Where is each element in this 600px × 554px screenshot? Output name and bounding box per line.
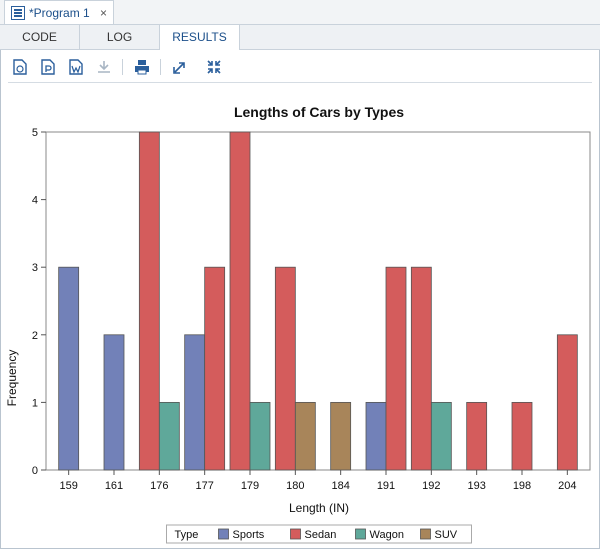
legend-swatch (218, 528, 229, 540)
y-tick-label: 5 (32, 127, 38, 139)
program-tab[interactable]: *Program 1 × (4, 0, 114, 24)
legend-label: SUV (435, 529, 458, 541)
x-tick-label: 180 (286, 480, 304, 492)
bar-wagon (158, 401, 180, 471)
results-toolbar (0, 50, 600, 84)
bar-chart: Lengths of Cars by Types Frequency Lengt… (0, 90, 600, 549)
tab-results[interactable]: RESULTS (160, 25, 240, 50)
y-axis-label: Frequency (5, 350, 19, 407)
legend-swatch (420, 528, 431, 540)
view-tabs: CODE LOG RESULTS (0, 25, 600, 50)
bar-sedan (138, 131, 160, 471)
bar-wagon (249, 401, 271, 471)
x-tick-label: 192 (422, 480, 440, 492)
legend-title: Type (175, 529, 199, 541)
chart-canvas: Lengths of Cars by Types Frequency Lengt… (5, 104, 591, 544)
bar-sedan (229, 131, 251, 471)
x-tick-label: 159 (59, 480, 77, 492)
bar-sedan (511, 401, 533, 471)
plot-frame (45, 131, 591, 471)
legend-box (166, 524, 472, 544)
legend-label: Sedan (305, 529, 337, 541)
tab-log[interactable]: LOG (80, 25, 160, 49)
bar-suv (294, 401, 316, 471)
legend-label: Sports (233, 529, 265, 541)
html-download-icon[interactable] (12, 59, 28, 75)
x-tick-label: 161 (105, 480, 123, 492)
x-tick-label: 193 (467, 480, 485, 492)
bar-sedan (204, 266, 226, 471)
bar-sedan (385, 266, 407, 471)
x-tick-label: 184 (331, 480, 349, 492)
bar-wagon (430, 401, 452, 471)
y-tick-label: 0 (32, 465, 38, 477)
legend: Type Sports Sedan Wagon SUV (166, 524, 472, 544)
legend-label: Wagon (370, 529, 404, 541)
open-in-new-window-icon[interactable] (172, 59, 188, 75)
toolbar-divider (8, 82, 592, 83)
y-tick-label: 3 (32, 262, 38, 274)
rtf-download-icon[interactable] (68, 59, 84, 75)
toolbar-separator (160, 59, 161, 75)
bar-sports (184, 334, 206, 471)
x-tick-label: 177 (195, 480, 213, 492)
close-icon[interactable]: × (99, 5, 107, 20)
x-tick-label: 179 (241, 480, 259, 492)
document-tab-bar: *Program 1 × (0, 0, 600, 25)
legend-swatch (355, 528, 366, 540)
bar-sports (103, 334, 125, 471)
y-tick-label: 2 (32, 330, 38, 342)
bar-sedan (274, 266, 296, 471)
y-tick-label: 1 (32, 397, 38, 409)
x-axis-label: Length (IN) (289, 501, 349, 515)
bar-sedan (466, 401, 488, 471)
save-disabled-icon (96, 59, 112, 75)
bar-suv (330, 401, 352, 471)
x-tick-label: 191 (377, 480, 395, 492)
bar-sedan (410, 266, 432, 471)
collapse-icon[interactable] (206, 59, 222, 75)
sas-program-icon (11, 5, 25, 20)
x-tick-label: 176 (150, 480, 168, 492)
bar-sports (58, 266, 80, 471)
print-icon[interactable] (134, 59, 150, 75)
tab-code[interactable]: CODE (0, 25, 80, 49)
toolbar-separator (122, 59, 123, 75)
x-tick-label: 204 (558, 480, 576, 492)
x-tick-label: 198 (513, 480, 531, 492)
legend-swatch (290, 528, 301, 540)
pdf-download-icon[interactable] (40, 59, 56, 75)
bar-sedan (556, 334, 578, 471)
bar-sports (365, 401, 387, 471)
chart-title: Lengths of Cars by Types (234, 104, 404, 120)
program-tab-label: *Program 1 (29, 5, 90, 20)
y-tick-label: 4 (32, 195, 38, 207)
